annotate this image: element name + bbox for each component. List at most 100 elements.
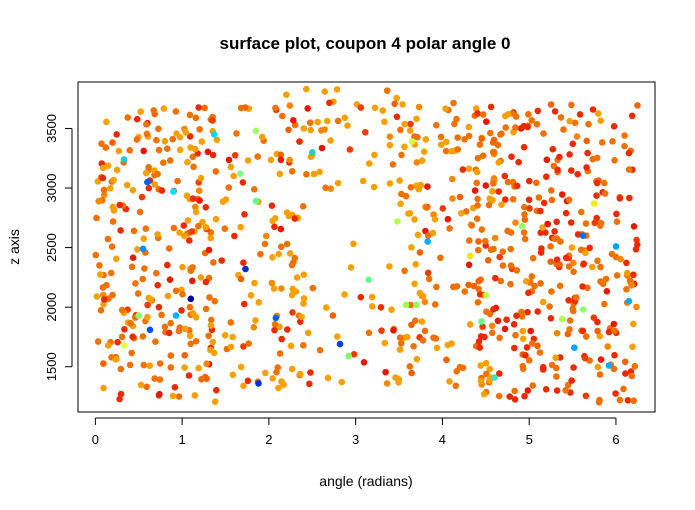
data-point <box>597 117 604 124</box>
data-point <box>620 385 627 393</box>
data-point <box>446 378 453 385</box>
data-point <box>420 148 428 155</box>
data-point <box>195 104 202 111</box>
data-point <box>533 179 540 187</box>
data-point <box>277 151 285 159</box>
data-point <box>473 179 481 187</box>
chart-title: surface plot, coupon 4 polar angle 0 <box>220 34 511 53</box>
data-point <box>465 123 473 131</box>
data-point-highlight <box>482 291 490 299</box>
data-point <box>551 108 559 115</box>
data-point <box>107 185 114 192</box>
data-point-highlight <box>402 301 410 309</box>
data-point <box>487 129 494 137</box>
data-point <box>490 148 498 156</box>
data-point <box>553 373 560 380</box>
x-axis-label: angle (radians) <box>319 473 412 489</box>
data-point <box>347 264 355 271</box>
data-point <box>207 322 215 329</box>
data-point <box>433 121 440 129</box>
data-point <box>171 384 179 391</box>
data-point <box>110 176 117 184</box>
data-point <box>118 333 126 341</box>
data-point <box>155 146 163 154</box>
data-point <box>300 271 308 279</box>
data-point <box>100 360 107 367</box>
data-point <box>414 231 422 239</box>
data-point <box>506 393 513 400</box>
data-point <box>475 277 483 285</box>
data-point <box>397 340 405 347</box>
data-point <box>539 298 547 306</box>
data-point <box>479 152 487 159</box>
data-point <box>392 374 399 381</box>
data-point <box>527 327 534 335</box>
data-point <box>140 361 148 369</box>
data-point <box>250 324 258 331</box>
data-point <box>278 243 285 251</box>
data-point <box>99 164 107 172</box>
data-point <box>534 107 542 115</box>
data-point <box>519 335 527 343</box>
data-point <box>526 205 533 212</box>
data-point <box>227 343 235 351</box>
data-point <box>529 382 536 389</box>
data-point <box>412 317 419 325</box>
data-point <box>630 320 637 328</box>
data-point <box>318 127 325 134</box>
data-point <box>134 290 142 297</box>
data-point <box>556 153 563 161</box>
data-point <box>151 181 159 188</box>
data-point <box>487 246 495 253</box>
data-point <box>406 127 414 134</box>
data-point <box>473 168 481 176</box>
data-point <box>557 238 564 245</box>
data-point <box>398 151 405 159</box>
data-point <box>566 317 574 324</box>
data-point <box>604 343 611 350</box>
data-point <box>596 371 604 378</box>
data-point <box>586 244 593 252</box>
data-point <box>298 313 306 321</box>
data-point <box>444 341 452 349</box>
data-point <box>161 137 169 145</box>
data-point-highlight <box>571 344 578 352</box>
data-point <box>510 321 518 328</box>
data-point <box>538 245 545 252</box>
data-point-highlight <box>255 380 262 387</box>
data-point <box>262 232 270 240</box>
data-point <box>437 254 444 262</box>
data-point <box>202 278 210 286</box>
data-point <box>449 195 456 202</box>
data-point <box>396 346 404 353</box>
data-point <box>633 303 640 311</box>
data-point <box>139 333 147 340</box>
data-point <box>450 283 457 291</box>
data-point <box>630 397 637 405</box>
data-point <box>596 332 604 340</box>
data-point <box>195 187 203 194</box>
data-point <box>280 381 287 389</box>
data-point <box>589 106 597 113</box>
data-point <box>251 279 258 287</box>
data-point <box>113 131 120 138</box>
data-point <box>502 196 509 203</box>
x-tick-label: 1 <box>179 432 186 447</box>
y-tick-label: 1500 <box>44 352 59 381</box>
data-point <box>411 280 418 288</box>
data-point <box>613 218 621 225</box>
data-point <box>610 123 618 130</box>
data-point <box>186 332 194 340</box>
data-point-highlight <box>237 170 244 177</box>
data-point <box>595 399 603 406</box>
data-point <box>166 157 174 164</box>
data-point <box>518 308 525 316</box>
data-point <box>458 210 465 217</box>
data-point <box>556 261 563 268</box>
data-point <box>324 374 332 382</box>
data-point <box>529 340 536 347</box>
data-point <box>566 326 573 333</box>
data-point <box>419 292 427 300</box>
data-point <box>213 136 221 144</box>
data-point <box>239 179 247 186</box>
